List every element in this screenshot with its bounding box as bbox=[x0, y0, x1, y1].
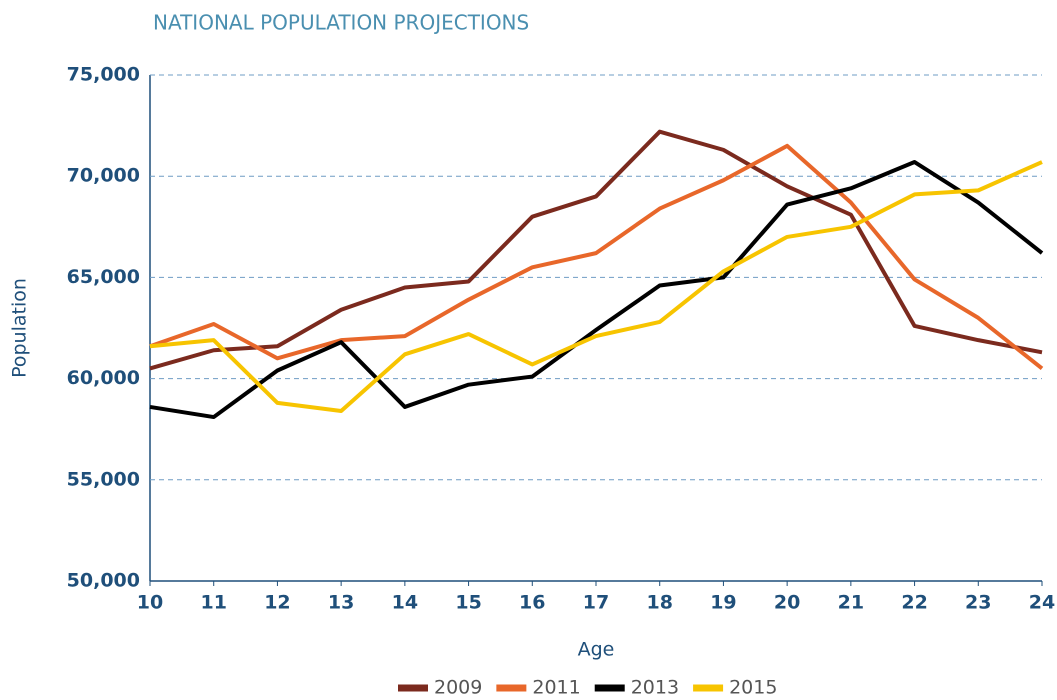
series-line bbox=[149, 160, 1044, 420]
y-tick-label: 55,000 bbox=[67, 468, 140, 490]
x-tick-label: 15 bbox=[455, 592, 481, 614]
series-line bbox=[149, 160, 1043, 413]
x-tick-label: 21 bbox=[838, 592, 864, 614]
legend-label: 2009 bbox=[434, 677, 482, 699]
x-tick-label: 24 bbox=[1029, 592, 1055, 614]
x-axis-label: Age bbox=[578, 639, 615, 661]
legend-label: 2013 bbox=[631, 677, 679, 699]
x-tick-label: 17 bbox=[583, 592, 609, 614]
legend-label: 2011 bbox=[532, 677, 580, 699]
x-tick-label: 18 bbox=[646, 592, 672, 614]
series-line bbox=[149, 129, 1043, 371]
x-tick-label: 19 bbox=[710, 592, 736, 614]
y-tick-label: 75,000 bbox=[67, 64, 140, 86]
series-line bbox=[149, 143, 1044, 371]
x-tick-label: 12 bbox=[264, 592, 290, 614]
y-tick-label: 50,000 bbox=[67, 570, 140, 592]
y-axis-label: Population bbox=[9, 278, 31, 378]
x-tick-label: 14 bbox=[392, 592, 418, 614]
x-tick-label: 10 bbox=[137, 592, 163, 614]
x-tick-label: 20 bbox=[774, 592, 800, 614]
y-tick-label: 65,000 bbox=[67, 266, 140, 288]
x-tick-label: 16 bbox=[519, 592, 545, 614]
legend-label: 2015 bbox=[729, 677, 777, 699]
x-tick-label: 13 bbox=[328, 592, 354, 614]
y-tick-label: 60,000 bbox=[67, 367, 140, 389]
chart-title: NATIONAL POPULATION PROJECTIONS bbox=[153, 11, 529, 35]
x-tick-label: 23 bbox=[965, 592, 991, 614]
x-tick-label: 22 bbox=[901, 592, 927, 614]
y-tick-label: 70,000 bbox=[67, 165, 140, 187]
x-tick-label: 11 bbox=[200, 592, 226, 614]
